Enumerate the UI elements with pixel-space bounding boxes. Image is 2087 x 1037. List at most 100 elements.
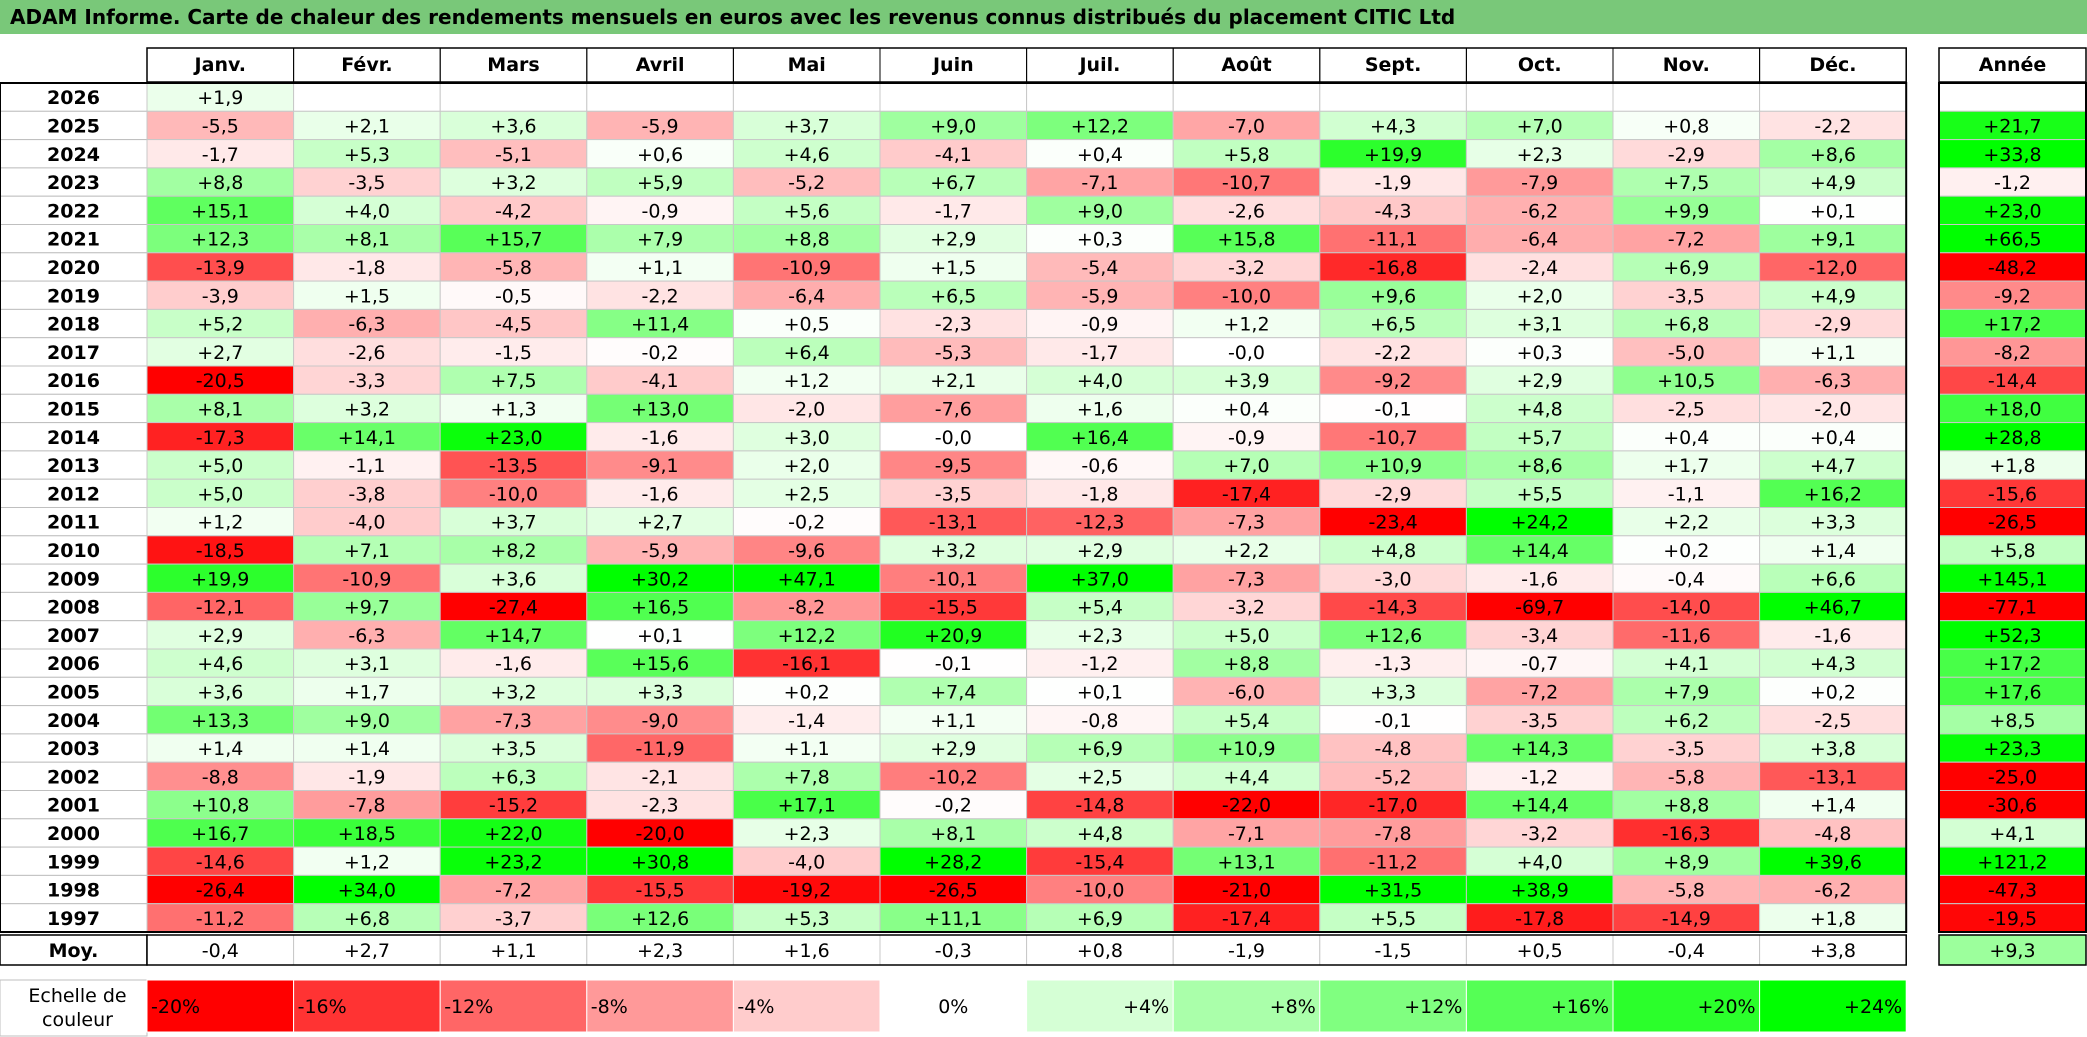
heatmap-cell-value: -5,8 — [1668, 880, 1705, 902]
heatmap-cell-value: +7,8 — [784, 766, 830, 788]
heatmap-cell — [732, 365, 881, 395]
annual-cell — [1938, 478, 2087, 509]
heatmap-cell — [1026, 563, 1174, 593]
heatmap-cell — [1759, 252, 1907, 282]
average-cell — [1319, 934, 1467, 966]
heatmap-cell — [1172, 280, 1321, 310]
heatmap-cell — [732, 167, 881, 197]
heatmap-cell-value: -4,3 — [1375, 200, 1412, 222]
year-label: 2025 — [47, 115, 100, 137]
heatmap-cell — [732, 82, 881, 112]
average-cell — [1465, 934, 1614, 966]
heatmap-cell — [1612, 733, 1761, 763]
heatmap-cell-value: -0,9 — [1228, 427, 1265, 449]
average-cell-value: -0,3 — [935, 940, 972, 962]
annual-cell-value: +121,2 — [1977, 851, 2047, 873]
heatmap-cell-value: -3,5 — [935, 483, 972, 505]
heatmap-cell — [146, 733, 295, 763]
heatmap-cell-value: +5,5 — [1370, 908, 1416, 930]
heatmap-cell-value: +2,3 — [1077, 625, 1123, 647]
heatmap-cell-value: +8,1 — [344, 229, 390, 251]
heatmap-cell-value: +7,4 — [930, 681, 976, 703]
heatmap-cell — [732, 195, 881, 225]
heatmap-cell-value: -13,5 — [489, 455, 538, 477]
legend-swatch-label: -16% — [298, 996, 347, 1018]
year-label: 2026 — [47, 87, 100, 109]
heatmap-cell — [586, 224, 734, 254]
heatmap-cell — [439, 705, 588, 735]
heatmap-cell — [293, 903, 441, 933]
heatmap-cell-value: +34,0 — [338, 880, 396, 902]
heatmap-cell — [146, 195, 295, 225]
heatmap-cell-value: +7,5 — [490, 370, 536, 392]
heatmap-cell-value: +18,5 — [338, 823, 396, 845]
heatmap-cell — [1759, 337, 1907, 367]
heatmap-cell-value: +10,9 — [1217, 738, 1275, 760]
heatmap-cell — [293, 450, 441, 480]
heatmap-cell-value: -14,9 — [1662, 908, 1711, 930]
heatmap-cell — [586, 139, 734, 169]
heatmap-cell-value: +2,0 — [784, 455, 830, 477]
heatmap-cell-value: +9,7 — [344, 597, 390, 619]
heatmap-cell — [1759, 676, 1907, 707]
heatmap-cell-value: -10,7 — [1222, 172, 1271, 194]
annual-cell-value: +66,5 — [1983, 229, 2041, 251]
heatmap-cell — [439, 167, 588, 197]
heatmap-cell-value: +5,4 — [1223, 710, 1269, 732]
heatmap-cell — [586, 280, 734, 310]
year-label: 2023 — [47, 172, 100, 194]
heatmap-cell-value: +9,9 — [1663, 200, 1709, 222]
heatmap-cell-value: +1,7 — [1663, 455, 1709, 477]
heatmap-cell — [1026, 535, 1174, 565]
heatmap-cell-value: -3,8 — [348, 483, 385, 505]
annual-cell-value: +17,2 — [1983, 314, 2041, 336]
heatmap-cell-value: -7,2 — [1521, 681, 1558, 703]
heatmap-cell-value: +8,6 — [1810, 144, 1856, 166]
heatmap-cell-value: -14,6 — [196, 851, 245, 873]
year-cell — [0, 478, 148, 509]
heatmap-cell — [1465, 676, 1614, 707]
heatmap-cell-value: -1,1 — [348, 455, 385, 477]
heatmap-cell-value: -27,4 — [489, 597, 538, 619]
heatmap-cell-value: -14,0 — [1662, 597, 1711, 619]
annual-cell-value: -30,6 — [1988, 795, 2037, 817]
heatmap-cell-value: +0,4 — [1663, 427, 1709, 449]
heatmap-cell — [586, 676, 734, 707]
heatmap-cell-value: -17,4 — [1222, 908, 1271, 930]
legend-swatch-label: -20% — [151, 996, 200, 1018]
year-cell — [0, 252, 148, 282]
year-cell — [0, 648, 148, 678]
heatmap-cell — [1026, 903, 1174, 933]
heatmap-cell-value: -0,0 — [1228, 342, 1265, 364]
annual-cell — [1938, 535, 2087, 565]
heatmap-cell-value: +2,1 — [930, 370, 976, 392]
heatmap-cell — [293, 705, 441, 735]
average-cell-value: +0,5 — [1517, 940, 1563, 962]
heatmap-cell — [1465, 224, 1614, 254]
heatmap-cell-value: -12,3 — [1075, 512, 1124, 534]
heatmap-cell-value: +10,9 — [1364, 455, 1422, 477]
heatmap-cell-value: -2,0 — [788, 398, 825, 420]
heatmap-cell-value: +3,5 — [490, 738, 536, 760]
chart-title: ADAM Informe. Carte de chaleur des rende… — [0, 0, 2087, 34]
heatmap-cell-value: -9,6 — [788, 540, 825, 562]
heatmap-cell — [146, 337, 295, 367]
heatmap-cell-value: +1,4 — [1810, 795, 1856, 817]
heatmap-cell-value: -2,5 — [1814, 710, 1851, 732]
heatmap-cell — [1465, 620, 1614, 650]
heatmap-cell-value: +19,9 — [191, 568, 249, 590]
heatmap-cell-value: +12,6 — [1364, 625, 1422, 647]
heatmap-cell-value: +5,4 — [1077, 597, 1123, 619]
heatmap-cell-value: +1,8 — [1810, 908, 1856, 930]
heatmap-cell-value: -10,0 — [1075, 880, 1124, 902]
heatmap-cell-value: -4,5 — [495, 314, 532, 336]
heatmap-cell-value: -5,8 — [495, 257, 532, 279]
annual-cell — [1938, 846, 2087, 876]
year-label: 2018 — [47, 314, 100, 336]
heatmap-cell-value: +37,0 — [1071, 568, 1129, 590]
heatmap-cell — [1026, 705, 1174, 735]
year-label: 2008 — [47, 597, 100, 619]
legend-swatch-label: -12% — [444, 996, 493, 1018]
heatmap-cell-value: +16,4 — [1071, 427, 1129, 449]
heatmap-cell-value: +14,3 — [1511, 738, 1569, 760]
